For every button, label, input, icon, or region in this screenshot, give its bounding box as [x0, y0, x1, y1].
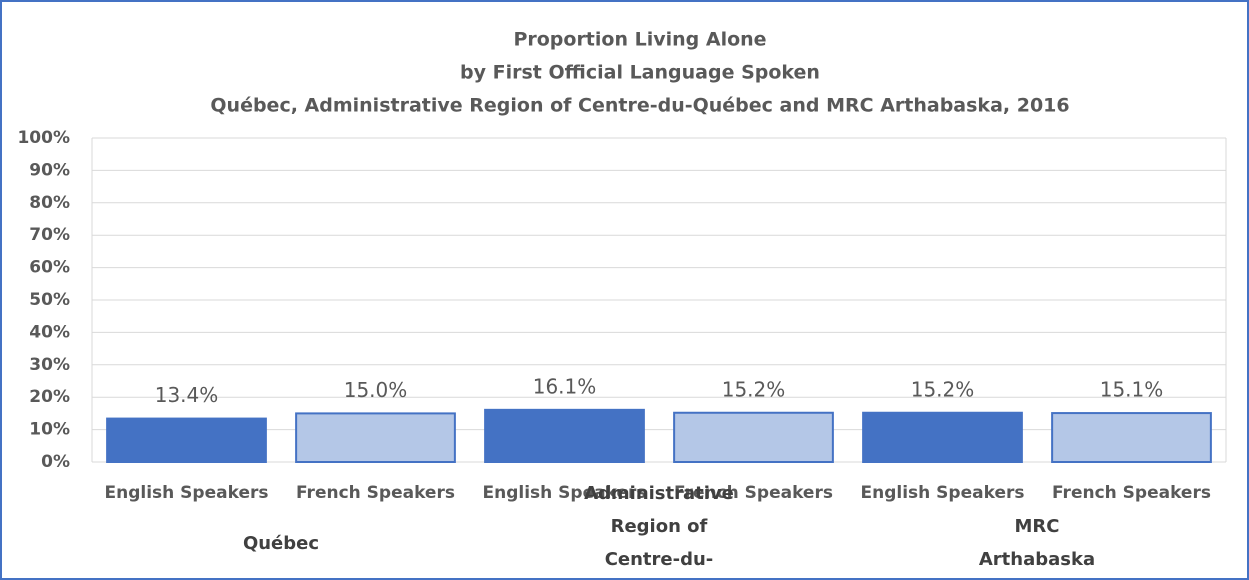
chart-title: by First Official Language Spoken — [460, 62, 820, 84]
y-tick-label: 20% — [29, 387, 70, 407]
x-tick-label: English Speakers — [483, 483, 647, 503]
y-tick-label: 60% — [29, 258, 70, 278]
bar — [106, 417, 267, 464]
bar — [673, 411, 834, 464]
bar — [484, 408, 645, 463]
x-tick-label: French Speakers — [296, 483, 455, 503]
x-tick-label: French Speakers — [674, 483, 833, 503]
group-label: MRC Arthabaska — [978, 516, 1096, 570]
y-tick-label: 40% — [29, 322, 70, 342]
data-label: 15.0% — [344, 378, 408, 402]
chart-title: Québec, Administrative Region of Centre-… — [210, 95, 1069, 117]
x-tick-label: English Speakers — [105, 483, 269, 503]
y-tick-label: 50% — [29, 290, 70, 310]
data-label: 16.1% — [533, 374, 597, 398]
y-tick-label: 70% — [29, 225, 70, 245]
x-tick-label: English Speakers — [861, 483, 1025, 503]
y-tick-label: 0% — [41, 452, 70, 472]
y-tick-label: 80% — [29, 193, 70, 213]
data-label: 13.4% — [155, 383, 219, 407]
y-tick-label: 10% — [29, 420, 70, 440]
x-tick-label: French Speakers — [1052, 483, 1211, 503]
chart-title: Proportion Living Alone — [513, 29, 766, 51]
y-tick-label: 90% — [29, 160, 70, 180]
group-label: Administrative Region of Centre-du-Québe… — [584, 483, 734, 570]
data-label: 15.2% — [911, 377, 975, 401]
bar — [295, 412, 456, 463]
bar — [862, 411, 1023, 464]
bar — [1051, 412, 1212, 463]
y-tick-label: 30% — [29, 355, 70, 375]
data-label: 15.1% — [1100, 378, 1164, 402]
data-label: 15.2% — [722, 377, 786, 401]
y-tick-label: 100% — [17, 128, 70, 148]
group-label: Québec — [242, 532, 320, 554]
